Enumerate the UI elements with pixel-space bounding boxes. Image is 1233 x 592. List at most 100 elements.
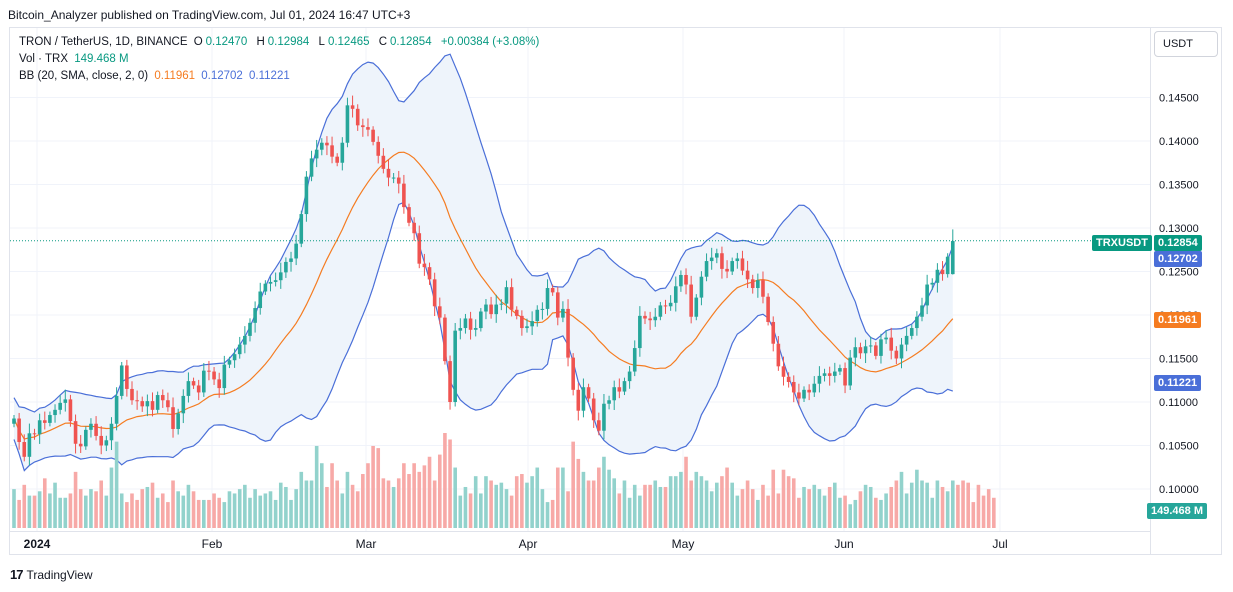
candle-body	[335, 156, 339, 163]
candle-body	[884, 337, 888, 340]
volume-bar	[915, 469, 919, 528]
candle-body	[520, 315, 524, 329]
volume-bar	[227, 491, 232, 528]
volume-bar	[966, 482, 970, 528]
volume-bar	[320, 463, 324, 528]
volume-bar	[868, 486, 873, 528]
volume-bar	[940, 486, 945, 528]
candle-body	[78, 443, 83, 447]
candle-body	[22, 442, 27, 457]
candle-body	[504, 287, 509, 304]
candle-body	[289, 258, 293, 262]
x-tick-label: 2024	[24, 537, 51, 551]
candle-body	[376, 141, 381, 156]
volume-bar	[181, 495, 186, 528]
ohlc-close: C 0.12854	[378, 36, 432, 48]
candle-body	[42, 420, 47, 423]
volume-bar	[253, 489, 257, 528]
candle-body	[935, 269, 940, 283]
volume-bar	[950, 480, 955, 528]
candle-body	[109, 423, 114, 441]
candle-body	[176, 413, 180, 429]
candle-body	[776, 343, 781, 367]
volume-bar	[32, 495, 37, 528]
bb-lower-line	[13, 201, 953, 472]
candle-body	[863, 346, 868, 354]
volume-bar	[607, 469, 611, 528]
volume-bar	[294, 489, 298, 528]
bb-lower-value: 0.11221	[249, 70, 290, 82]
candle-body	[202, 370, 206, 393]
volume-bar	[407, 474, 411, 528]
volume-bar	[663, 486, 668, 528]
candle-body	[422, 263, 427, 268]
candle-body	[114, 395, 119, 424]
volume-bar	[145, 486, 150, 528]
volume-bar	[458, 495, 463, 528]
candle-body	[371, 129, 375, 142]
volume-bar	[479, 493, 483, 528]
y-tick-label: 0.11000	[1159, 397, 1198, 409]
candle-body	[448, 361, 452, 402]
candle-body	[391, 177, 396, 179]
volume-bar	[42, 478, 47, 528]
currency-button[interactable]: USDT	[1154, 31, 1218, 57]
volume-bar	[514, 476, 519, 528]
x-tick-label: May	[672, 537, 695, 551]
candle-body	[597, 420, 601, 431]
candle-body	[555, 292, 560, 318]
y-tick-label: 0.14500	[1159, 93, 1199, 105]
volume-bar	[160, 493, 165, 528]
volume-bar	[345, 471, 350, 528]
candle-body	[227, 360, 232, 365]
candle-body	[366, 127, 370, 130]
candle-body	[412, 222, 416, 234]
volume-bar	[402, 463, 406, 528]
tradingview-logo[interactable]: 17 TradingView	[10, 567, 93, 582]
volume-bar	[58, 497, 62, 528]
candle-body	[817, 375, 822, 384]
candle-body	[858, 347, 863, 354]
volume-bar	[366, 463, 370, 528]
candle-body	[453, 330, 457, 402]
candle-body	[181, 395, 186, 414]
candle-body	[730, 261, 734, 272]
volume-bar	[545, 502, 550, 528]
volume-bar	[945, 491, 950, 528]
volume-bar	[658, 486, 663, 528]
candle-body	[407, 207, 411, 223]
volume-bar	[350, 484, 355, 528]
volume-bar	[520, 474, 524, 528]
candle-body	[920, 305, 924, 317]
candle-body	[766, 296, 770, 322]
volume-bar	[89, 489, 93, 528]
volume-bar	[725, 467, 729, 528]
volume-bar	[114, 441, 119, 528]
volume-bar	[874, 497, 878, 528]
volume-bar	[125, 502, 129, 528]
candle-body	[27, 433, 32, 457]
candle-body	[704, 261, 709, 277]
volume-bar	[355, 491, 360, 528]
candle-body	[304, 176, 309, 215]
candle-body	[130, 388, 134, 401]
candle-body	[499, 303, 504, 305]
candle-body	[545, 288, 550, 309]
candle-body	[638, 315, 642, 349]
volume-bar	[463, 486, 468, 528]
candle-body	[58, 402, 62, 410]
volume-bar	[278, 482, 283, 528]
volume-bar	[812, 484, 817, 528]
volume-bar	[848, 504, 852, 528]
volume-bar	[468, 493, 473, 528]
volume-bar	[709, 491, 714, 528]
candle-body	[509, 287, 514, 310]
y-tick-label: 0.14000	[1159, 136, 1199, 148]
candle-body	[381, 155, 386, 169]
candle-body	[417, 233, 422, 264]
volume-bar	[386, 480, 391, 528]
volume-bar	[427, 456, 432, 528]
candle-body	[925, 284, 929, 306]
bb-fill	[14, 54, 953, 471]
